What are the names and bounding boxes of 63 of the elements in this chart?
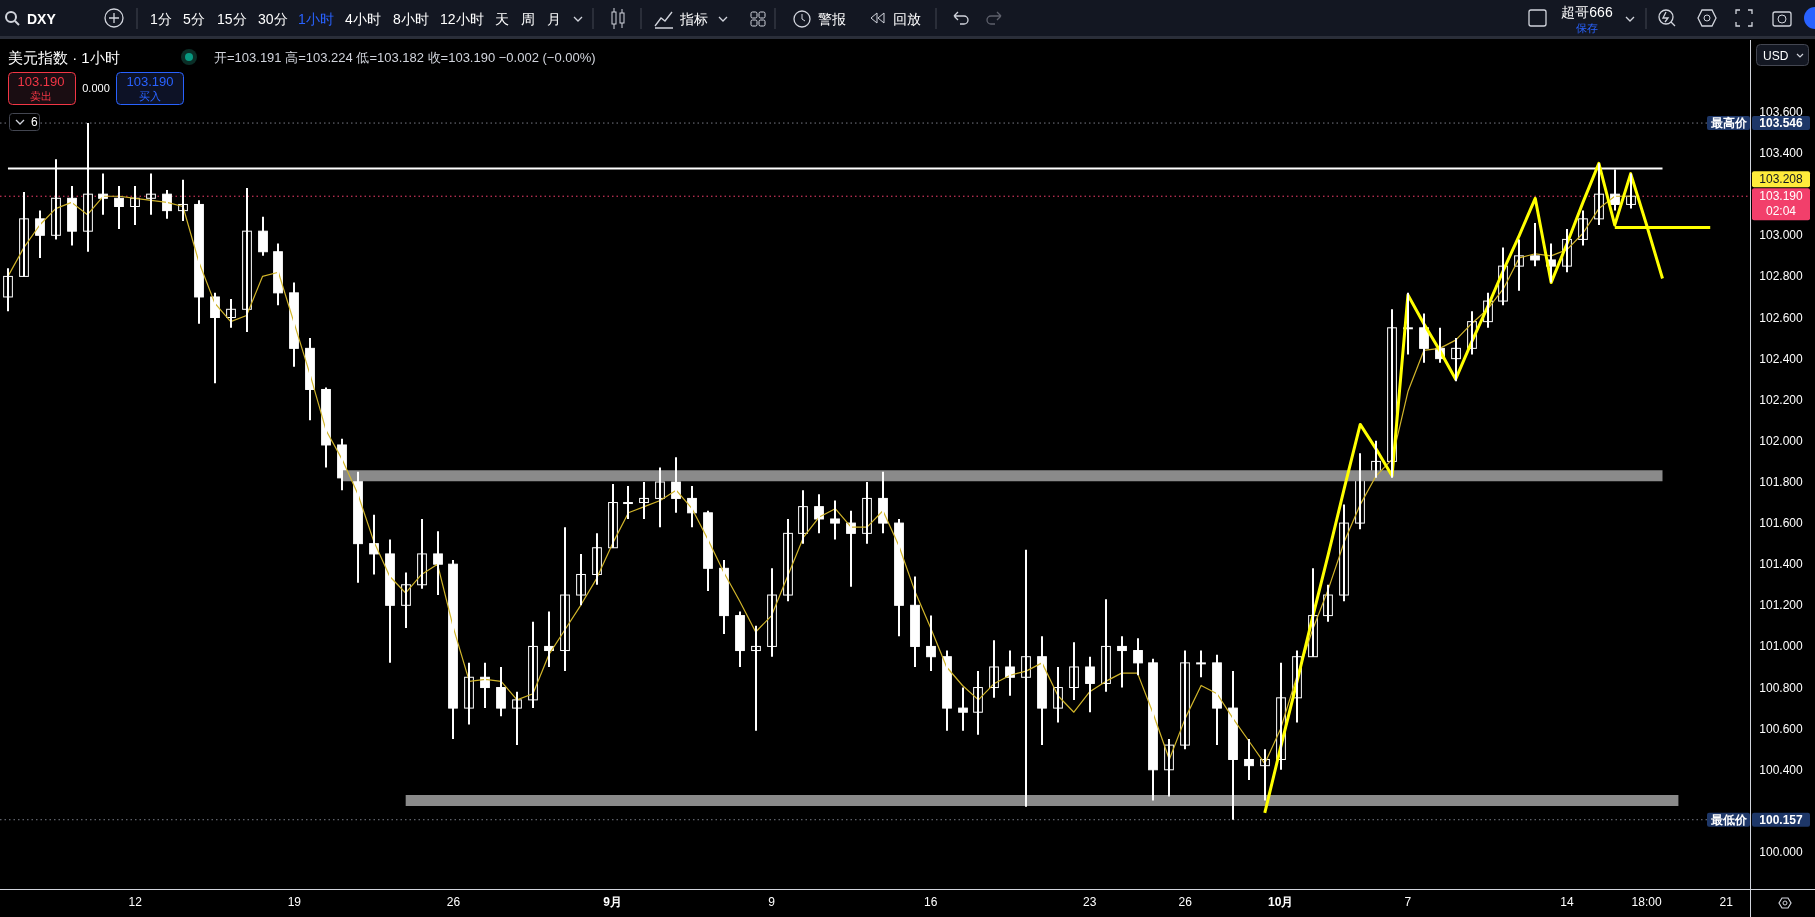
x-tick-label: 23 bbox=[1083, 895, 1097, 909]
interval-label: 周 bbox=[521, 11, 535, 27]
alerts-label: 警报 bbox=[818, 11, 846, 27]
x-tick-label: 7 bbox=[1404, 895, 1412, 909]
interval-label: 12小时 bbox=[440, 11, 484, 27]
y-tick-label: 102.400 bbox=[1759, 351, 1803, 366]
x-tick-label: 12 bbox=[128, 895, 142, 909]
y-tick-label: 103.400 bbox=[1759, 146, 1803, 161]
countdown: 02:04 bbox=[1766, 204, 1796, 219]
replay-label: 回放 bbox=[893, 11, 921, 27]
y-tick-label: 101.400 bbox=[1759, 557, 1803, 572]
y-tick-label: 100.400 bbox=[1759, 762, 1803, 777]
price-caption: 最高价 bbox=[1710, 116, 1747, 131]
spread-label: 0.000 bbox=[82, 82, 110, 94]
x-tick-label: 18:00 bbox=[1631, 895, 1662, 909]
x-tick-label: 14 bbox=[1560, 895, 1574, 909]
y-tick-label: 103.600 bbox=[1759, 104, 1803, 119]
interval-label: 1小时 bbox=[298, 11, 334, 27]
y-tick-label: 103.000 bbox=[1759, 228, 1803, 243]
y-tick-label: 100.600 bbox=[1759, 721, 1803, 736]
x-tick-label: 26 bbox=[1178, 895, 1192, 909]
save-label: 保存 bbox=[1576, 22, 1598, 34]
interval-label: 4小时 bbox=[345, 11, 381, 27]
y-tick-label: 100.800 bbox=[1759, 680, 1803, 695]
price-caption: 最低价 bbox=[1710, 812, 1747, 827]
ma-value: 103.208 bbox=[1759, 172, 1803, 187]
sell-price-label: 103.190 bbox=[17, 73, 65, 89]
y-tick-label: 100.000 bbox=[1759, 845, 1803, 859]
x-tick-label: 21 bbox=[1719, 895, 1733, 909]
y-tick-label: 102.000 bbox=[1759, 433, 1803, 448]
buy-price-label: 103.190 bbox=[126, 73, 174, 89]
y-tick-label: 102.800 bbox=[1759, 269, 1803, 284]
interval-label: 30分 bbox=[258, 11, 288, 27]
symbol-label: DXY bbox=[27, 11, 56, 27]
sell-label: 卖出 bbox=[30, 90, 52, 102]
subtitle: 开=103.191 高=103.224 低=103.182 收=103.190 −0.002 (−0.00%) bbox=[214, 49, 596, 65]
interval-label: 1分 bbox=[150, 11, 172, 27]
title: 美元指数 · 1小时 bbox=[8, 48, 120, 66]
x-tick-label: 9 bbox=[768, 895, 775, 909]
x-tick-label: 19 bbox=[287, 895, 301, 909]
indicator-count-label: 6 bbox=[31, 115, 38, 129]
y-tick-label: 101.800 bbox=[1759, 474, 1803, 489]
x-tick-label: 10月 bbox=[1268, 895, 1294, 909]
currency-label: USD bbox=[1763, 49, 1789, 63]
y-tick-label: 101.600 bbox=[1759, 516, 1803, 531]
y-tick-label: 101.200 bbox=[1759, 598, 1803, 613]
price-value: 100.157 bbox=[1759, 812, 1803, 827]
x-tick-label: 9月 bbox=[603, 895, 622, 909]
buy-label: 买入 bbox=[139, 90, 161, 102]
layout-name-label: 超哥666 bbox=[1561, 4, 1613, 20]
x-tick-label: 26 bbox=[446, 895, 461, 909]
y-tick-label: 101.000 bbox=[1759, 639, 1803, 654]
y-tick-label: 102.600 bbox=[1759, 310, 1803, 325]
price-value: 103.546 bbox=[1759, 116, 1803, 131]
interval-label: 15分 bbox=[217, 11, 247, 27]
x-tick-label: 16 bbox=[924, 895, 938, 909]
interval-label: 5分 bbox=[183, 11, 205, 27]
y-tick-label: 102.200 bbox=[1759, 392, 1803, 407]
interval-label: 天 bbox=[495, 11, 509, 27]
interval-label: 8小时 bbox=[393, 11, 429, 27]
price-value: 103.190 bbox=[1759, 189, 1803, 204]
indicators-label: 指标 bbox=[680, 11, 708, 27]
interval-label: 月 bbox=[547, 11, 561, 27]
